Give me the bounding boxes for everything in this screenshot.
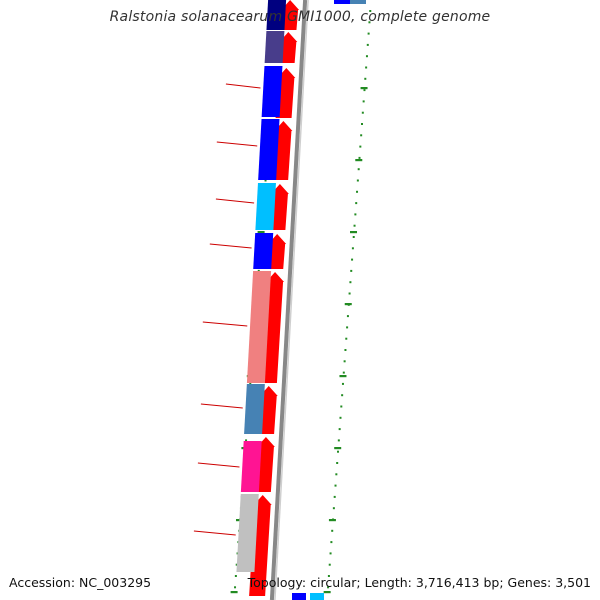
outer-major-tick (334, 447, 342, 450)
outer-tick-dot (335, 473, 338, 476)
outer-tick-dot (355, 202, 358, 205)
gene-leader-line (209, 243, 252, 249)
reverse-strand-track (236, 0, 287, 572)
outer-tick-dot (365, 66, 368, 69)
outer-tick-dot (357, 168, 360, 171)
outer-tick-dot (340, 405, 343, 408)
outer-tick-dot (353, 224, 356, 227)
gene-leader-line (225, 83, 261, 89)
outer-tick-dot (341, 382, 344, 385)
outer-tick-dot (367, 32, 370, 35)
partial-feature-top (334, 0, 350, 4)
inner-tick-dot (264, 179, 267, 182)
reverse-gene-block (240, 441, 262, 492)
outer-tick-dot (359, 145, 362, 148)
outer-tick-dot (346, 326, 349, 329)
outer-major-tick (344, 303, 352, 306)
outer-tick-dot (350, 269, 353, 272)
outer-tick-dot (338, 428, 341, 431)
outer-tick-dot (339, 416, 342, 419)
outer-major-tick (328, 519, 336, 522)
outer-tick-dot (328, 563, 331, 566)
outer-tick-dot (334, 484, 337, 487)
outer-tick-dot (342, 371, 345, 374)
outer-tick-dot (362, 100, 365, 103)
reverse-gene-block (253, 233, 274, 269)
outer-tick-dot (366, 43, 369, 46)
gene-leader-line (197, 462, 240, 468)
outer-tick-dot (337, 450, 340, 453)
outer-major-tick (323, 591, 331, 594)
outer-tick-dot (351, 258, 354, 261)
inner-tick-dot (234, 575, 237, 577)
reverse-gene-block (261, 66, 283, 117)
outer-tick-dot (345, 337, 348, 340)
inner-tick-dot (235, 563, 238, 566)
outer-tick-dot (368, 21, 371, 24)
reverse-gene-block (258, 119, 280, 180)
outer-tick-dot (327, 586, 330, 589)
partial-features (292, 0, 366, 600)
reverse-gene-block (236, 494, 259, 572)
outer-tick-dot (344, 349, 347, 351)
outer-tick-dot (351, 247, 354, 250)
inner-tick-dot (245, 439, 248, 442)
gene-labels (193, 83, 261, 536)
gene-leader-line (215, 198, 255, 204)
outer-major-tick (360, 87, 368, 90)
inner-tick-dot (257, 269, 260, 272)
gene-leader-line (193, 530, 236, 536)
outer-tick-dot (363, 89, 366, 92)
partial-feature-bottom (292, 593, 306, 600)
outer-tick-dot (361, 111, 364, 114)
map-title: Ralstonia solanacearum GMI1000, complete… (109, 9, 491, 25)
outer-tick-dot (369, 10, 372, 12)
reverse-gene-block (255, 183, 276, 230)
partial-feature-bottom (310, 593, 324, 600)
outer-tick-dot (352, 236, 355, 238)
outer-major-tick (339, 375, 347, 378)
outer-tick-dot (365, 55, 368, 58)
outer-tick-dot (329, 552, 332, 555)
outer-tick-dot (349, 281, 352, 284)
inner-major-tick (230, 591, 238, 594)
outer-tick-dot (346, 315, 349, 318)
outer-tick-dot (337, 439, 340, 442)
backbone-line (269, 0, 308, 600)
outer-tick-dot (343, 360, 346, 363)
genome-summary-text: Topology: circular; Length: 3,716,413 bp… (247, 575, 591, 590)
outer-major-tick (350, 231, 358, 234)
reverse-gene-block (244, 384, 265, 434)
outer-major-tick (355, 159, 363, 162)
gene-leader-line (202, 321, 248, 327)
inner-tick-dot (234, 586, 237, 589)
outer-tick-dot (356, 179, 359, 182)
outer-tick-dot (332, 507, 335, 510)
accession-text: Accession: NC_003295 (9, 575, 152, 590)
reverse-gene-block (264, 31, 285, 63)
inner-major-tick (257, 231, 265, 234)
gene-leader-line (216, 141, 258, 147)
reverse-gene-block (266, 0, 287, 30)
outer-tick-dot (331, 529, 334, 532)
backbone (269, 0, 309, 600)
reverse-gene-block (246, 271, 272, 383)
outer-tick-dot (333, 495, 336, 498)
outer-tick-dot (330, 541, 333, 544)
outer-tick-dot (327, 575, 330, 577)
inner-tick-dot (249, 382, 252, 385)
outer-tick-dot (336, 462, 339, 464)
outer-tick-dot (360, 134, 363, 137)
outer-tick-dot (348, 292, 351, 295)
gene-leader-line (200, 403, 243, 409)
outer-tick-dot (354, 213, 357, 216)
outer-tick-dot (356, 190, 359, 193)
partial-feature-top (350, 0, 366, 4)
outer-tick-dot (364, 77, 367, 80)
outer-tick-dot (358, 156, 361, 159)
backbone-shadow (274, 0, 309, 600)
outer-tick-dot (341, 394, 344, 397)
outer-tick-dot (360, 123, 363, 125)
